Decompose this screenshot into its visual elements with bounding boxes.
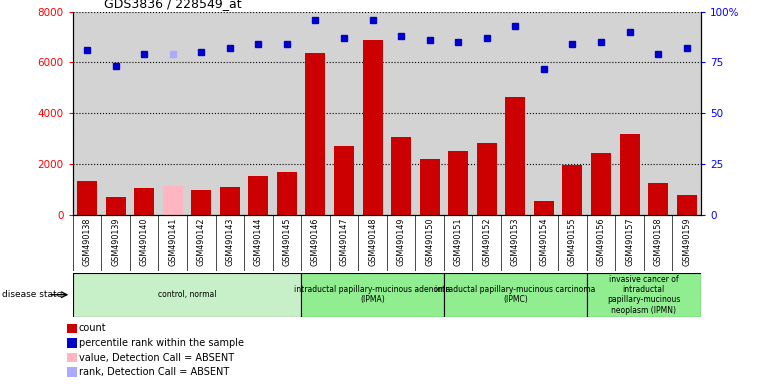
Bar <box>162 186 183 215</box>
Text: GSM490154: GSM490154 <box>539 218 548 266</box>
Text: GSM490145: GSM490145 <box>283 218 291 266</box>
Text: rank, Detection Call = ABSENT: rank, Detection Call = ABSENT <box>79 367 229 377</box>
Text: GSM490147: GSM490147 <box>339 218 349 266</box>
Text: disease state: disease state <box>2 290 62 299</box>
Text: GSM490158: GSM490158 <box>653 218 663 266</box>
Bar <box>391 137 411 215</box>
Bar <box>73 273 301 317</box>
Bar <box>444 273 587 317</box>
Text: GSM490151: GSM490151 <box>453 218 463 266</box>
Text: GSM490138: GSM490138 <box>83 218 92 266</box>
Bar <box>134 188 154 215</box>
Text: count: count <box>79 323 106 333</box>
Bar <box>77 181 97 215</box>
Text: GSM490144: GSM490144 <box>254 218 263 266</box>
Text: GSM490148: GSM490148 <box>368 218 377 266</box>
Text: invasive cancer of
intraductal
papillary-mucinous
neoplasm (IPMN): invasive cancer of intraductal papillary… <box>607 275 680 315</box>
Text: GDS3836 / 228549_at: GDS3836 / 228549_at <box>104 0 242 10</box>
Text: control, normal: control, normal <box>158 290 216 299</box>
Text: GSM490157: GSM490157 <box>625 218 634 266</box>
Bar <box>591 153 611 215</box>
Bar <box>301 273 444 317</box>
Text: GSM490152: GSM490152 <box>483 218 491 266</box>
Text: GSM490150: GSM490150 <box>425 218 434 266</box>
Text: intraductal papillary-mucinous adenoma
(IPMA): intraductal papillary-mucinous adenoma (… <box>294 285 450 305</box>
Bar <box>562 166 582 215</box>
Bar <box>277 172 297 215</box>
Text: GSM490155: GSM490155 <box>568 218 577 266</box>
Bar <box>420 159 440 215</box>
Text: GSM490149: GSM490149 <box>397 218 406 266</box>
Text: GSM490141: GSM490141 <box>169 218 177 266</box>
Text: GSM490146: GSM490146 <box>311 218 320 266</box>
Bar <box>506 97 525 215</box>
Bar <box>362 40 382 215</box>
Text: GSM490143: GSM490143 <box>225 218 234 266</box>
Text: GSM490156: GSM490156 <box>597 218 605 266</box>
Bar <box>476 142 496 215</box>
Text: GSM490153: GSM490153 <box>511 218 520 266</box>
Text: GSM490159: GSM490159 <box>682 218 691 266</box>
Bar <box>648 183 668 215</box>
Text: GSM490140: GSM490140 <box>139 218 149 266</box>
Text: GSM490139: GSM490139 <box>111 218 120 266</box>
Text: intraductal papillary-mucinous carcinoma
(IPMC): intraductal papillary-mucinous carcinoma… <box>435 285 595 305</box>
Text: percentile rank within the sample: percentile rank within the sample <box>79 338 244 348</box>
Bar <box>676 195 696 215</box>
Bar <box>220 187 240 215</box>
Text: value, Detection Call = ABSENT: value, Detection Call = ABSENT <box>79 353 234 362</box>
Bar <box>106 197 126 215</box>
Bar <box>192 190 211 215</box>
Bar <box>448 151 468 215</box>
Text: GSM490142: GSM490142 <box>197 218 206 266</box>
Bar <box>248 175 268 215</box>
Bar <box>534 201 554 215</box>
Bar <box>587 273 701 317</box>
Bar <box>306 53 326 215</box>
Bar <box>334 146 354 215</box>
Bar <box>620 134 640 215</box>
